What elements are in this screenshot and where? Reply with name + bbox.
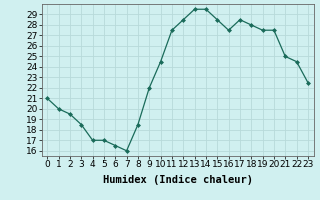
X-axis label: Humidex (Indice chaleur): Humidex (Indice chaleur) bbox=[103, 175, 252, 185]
